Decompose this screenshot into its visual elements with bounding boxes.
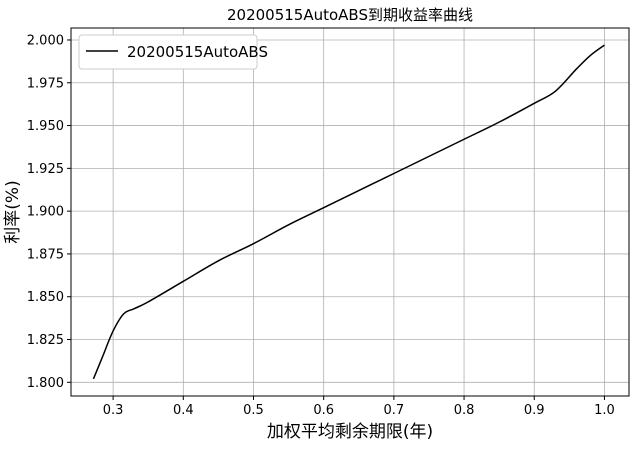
y-tick-label: 1.975 [27,76,64,91]
y-axis-title: 利率(%) [3,180,23,243]
y-tick-label: 1.950 [27,119,64,134]
y-tick-label: 1.900 [27,205,64,220]
series-layer [92,44,605,380]
x-tick-label: 0.3 [103,403,124,418]
x-axis-title: 加权平均剩余期限(年) [267,422,433,442]
x-tick-label: 0.7 [384,403,405,418]
grid [71,28,629,396]
chart-title: 20200515AutoABS到期收益率曲线 [227,6,473,24]
y-tick-label: 1.850 [27,290,64,305]
legend-label: 20200515AutoABS [127,43,268,61]
legend: 20200515AutoABS [78,34,268,70]
legend-box [78,34,258,70]
x-tick-label: 0.8 [454,403,475,418]
x-tick-label: 1.0 [594,403,615,418]
y-tick-label: 1.875 [27,247,64,262]
x-tick-label: 0.6 [313,403,334,418]
x-tick-label: 0.5 [243,403,264,418]
x-tick-label: 0.9 [524,403,545,418]
ticks: 0.3 0.4 0.5 0.6 0.7 0.8 0.9 1.0 1.800 1.825 1.850 1… [27,33,615,418]
y-tick-label: 1.925 [27,162,64,177]
y-tick-label: 1.825 [27,333,64,348]
series-line [92,44,605,380]
y-tick-label: 2.000 [27,33,64,48]
x-tick-label: 0.4 [173,403,194,418]
y-tick-label: 1.800 [27,376,64,391]
plot-frame [70,27,630,397]
